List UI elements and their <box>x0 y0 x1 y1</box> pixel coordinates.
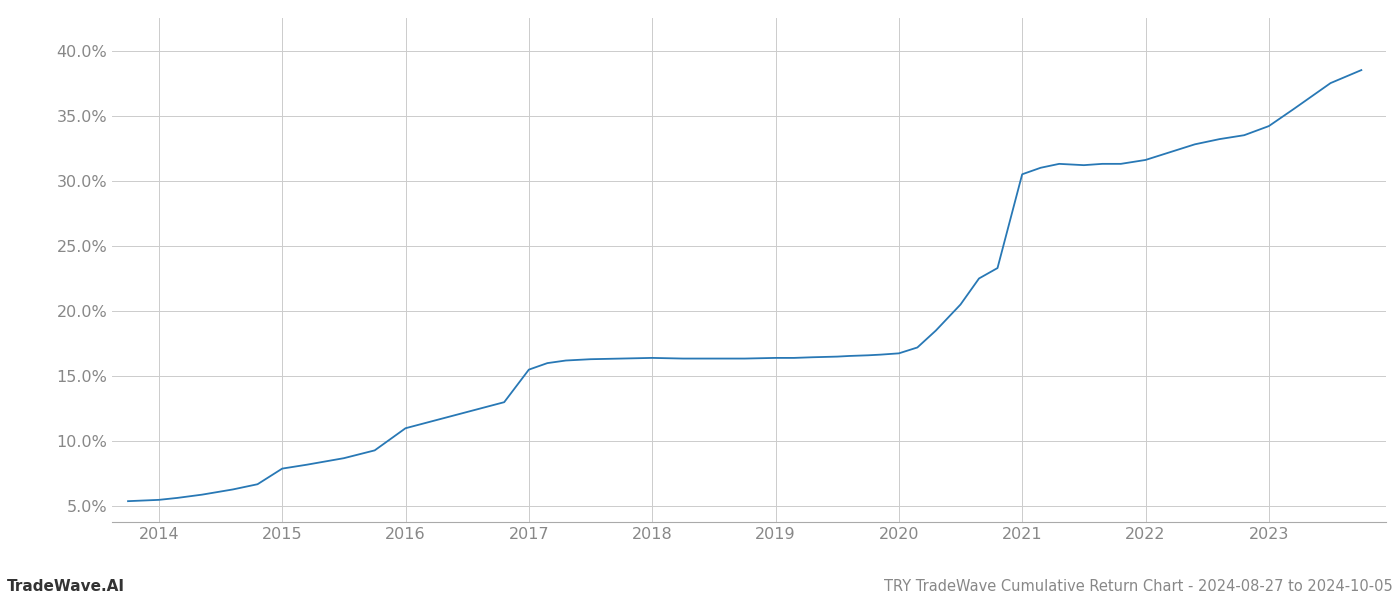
Text: TradeWave.AI: TradeWave.AI <box>7 579 125 594</box>
Text: TRY TradeWave Cumulative Return Chart - 2024-08-27 to 2024-10-05: TRY TradeWave Cumulative Return Chart - … <box>885 579 1393 594</box>
